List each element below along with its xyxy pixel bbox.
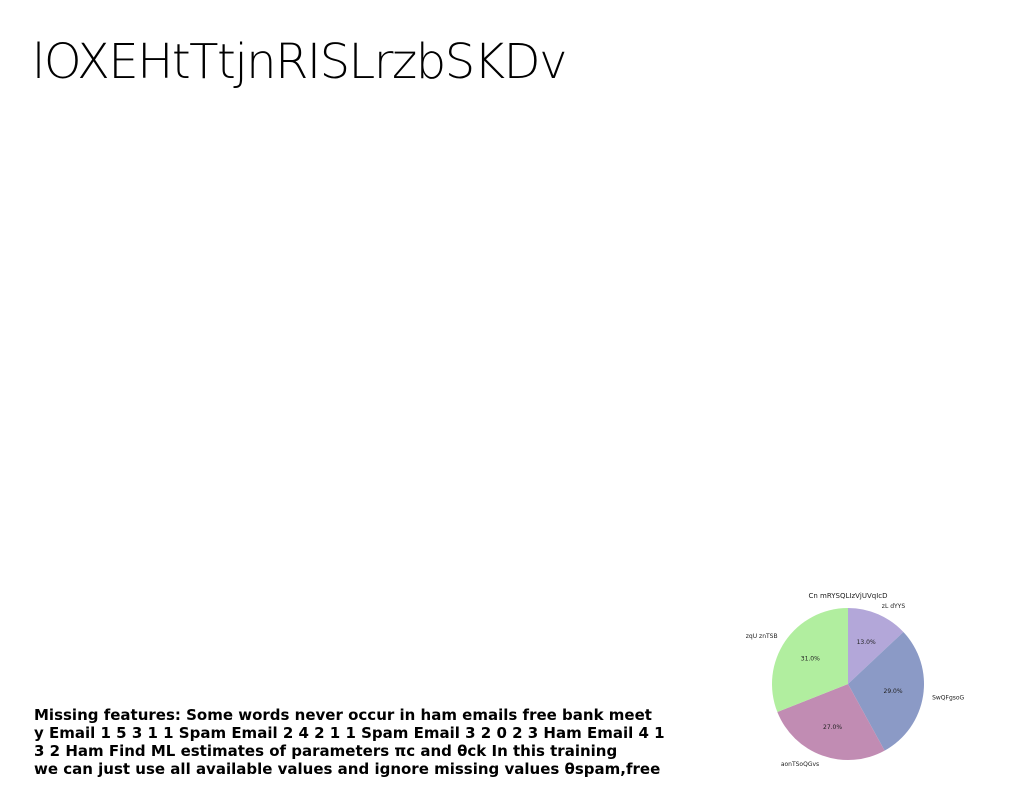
slide-title: lOXEHtTtjnRISLrzbSKDv [32, 34, 568, 90]
pie-chart-svg: Cn mRYSQLIzVjUVqIcD 13.0% zL dYYS 29.0% SwQ… [746, 592, 965, 768]
pie-percent-label: 27.0% [823, 724, 842, 731]
body-line: we can just use all available values and… [34, 760, 661, 778]
pie-slice [772, 608, 848, 712]
pie-percent-label: 29.0% [884, 688, 903, 695]
slide-body-text: Missing features: Some words never occur… [34, 706, 714, 778]
pie-slice [848, 608, 904, 684]
pie-slice-label: zL dYYS [882, 603, 906, 610]
pie-slice-label: zqU znTSB [746, 633, 778, 640]
body-line: y Email 1 5 3 1 1 Spam Email 2 4 2 1 1 S… [34, 724, 665, 742]
pie-slice-label: aonTSoQGvs [781, 761, 819, 768]
pie-chart: Cn mRYSQLIzVjUVqIcD 13.0% zL dYYS 29.0% SwQ… [735, 585, 975, 775]
pie-percent-label: 31.0% [801, 655, 820, 662]
pie-slice [848, 631, 924, 751]
body-line: 3 2 Ham Find ML estimates of parameters … [34, 742, 618, 760]
pie-percent-label: 13.0% [857, 639, 876, 646]
chart-title: Cn mRYSQLIzVjUVqIcD [808, 592, 887, 600]
pie-slice [777, 684, 885, 760]
pie-slice-label: SwQFgsoG [932, 694, 964, 701]
body-line: Missing features: Some words never occur… [34, 706, 652, 724]
